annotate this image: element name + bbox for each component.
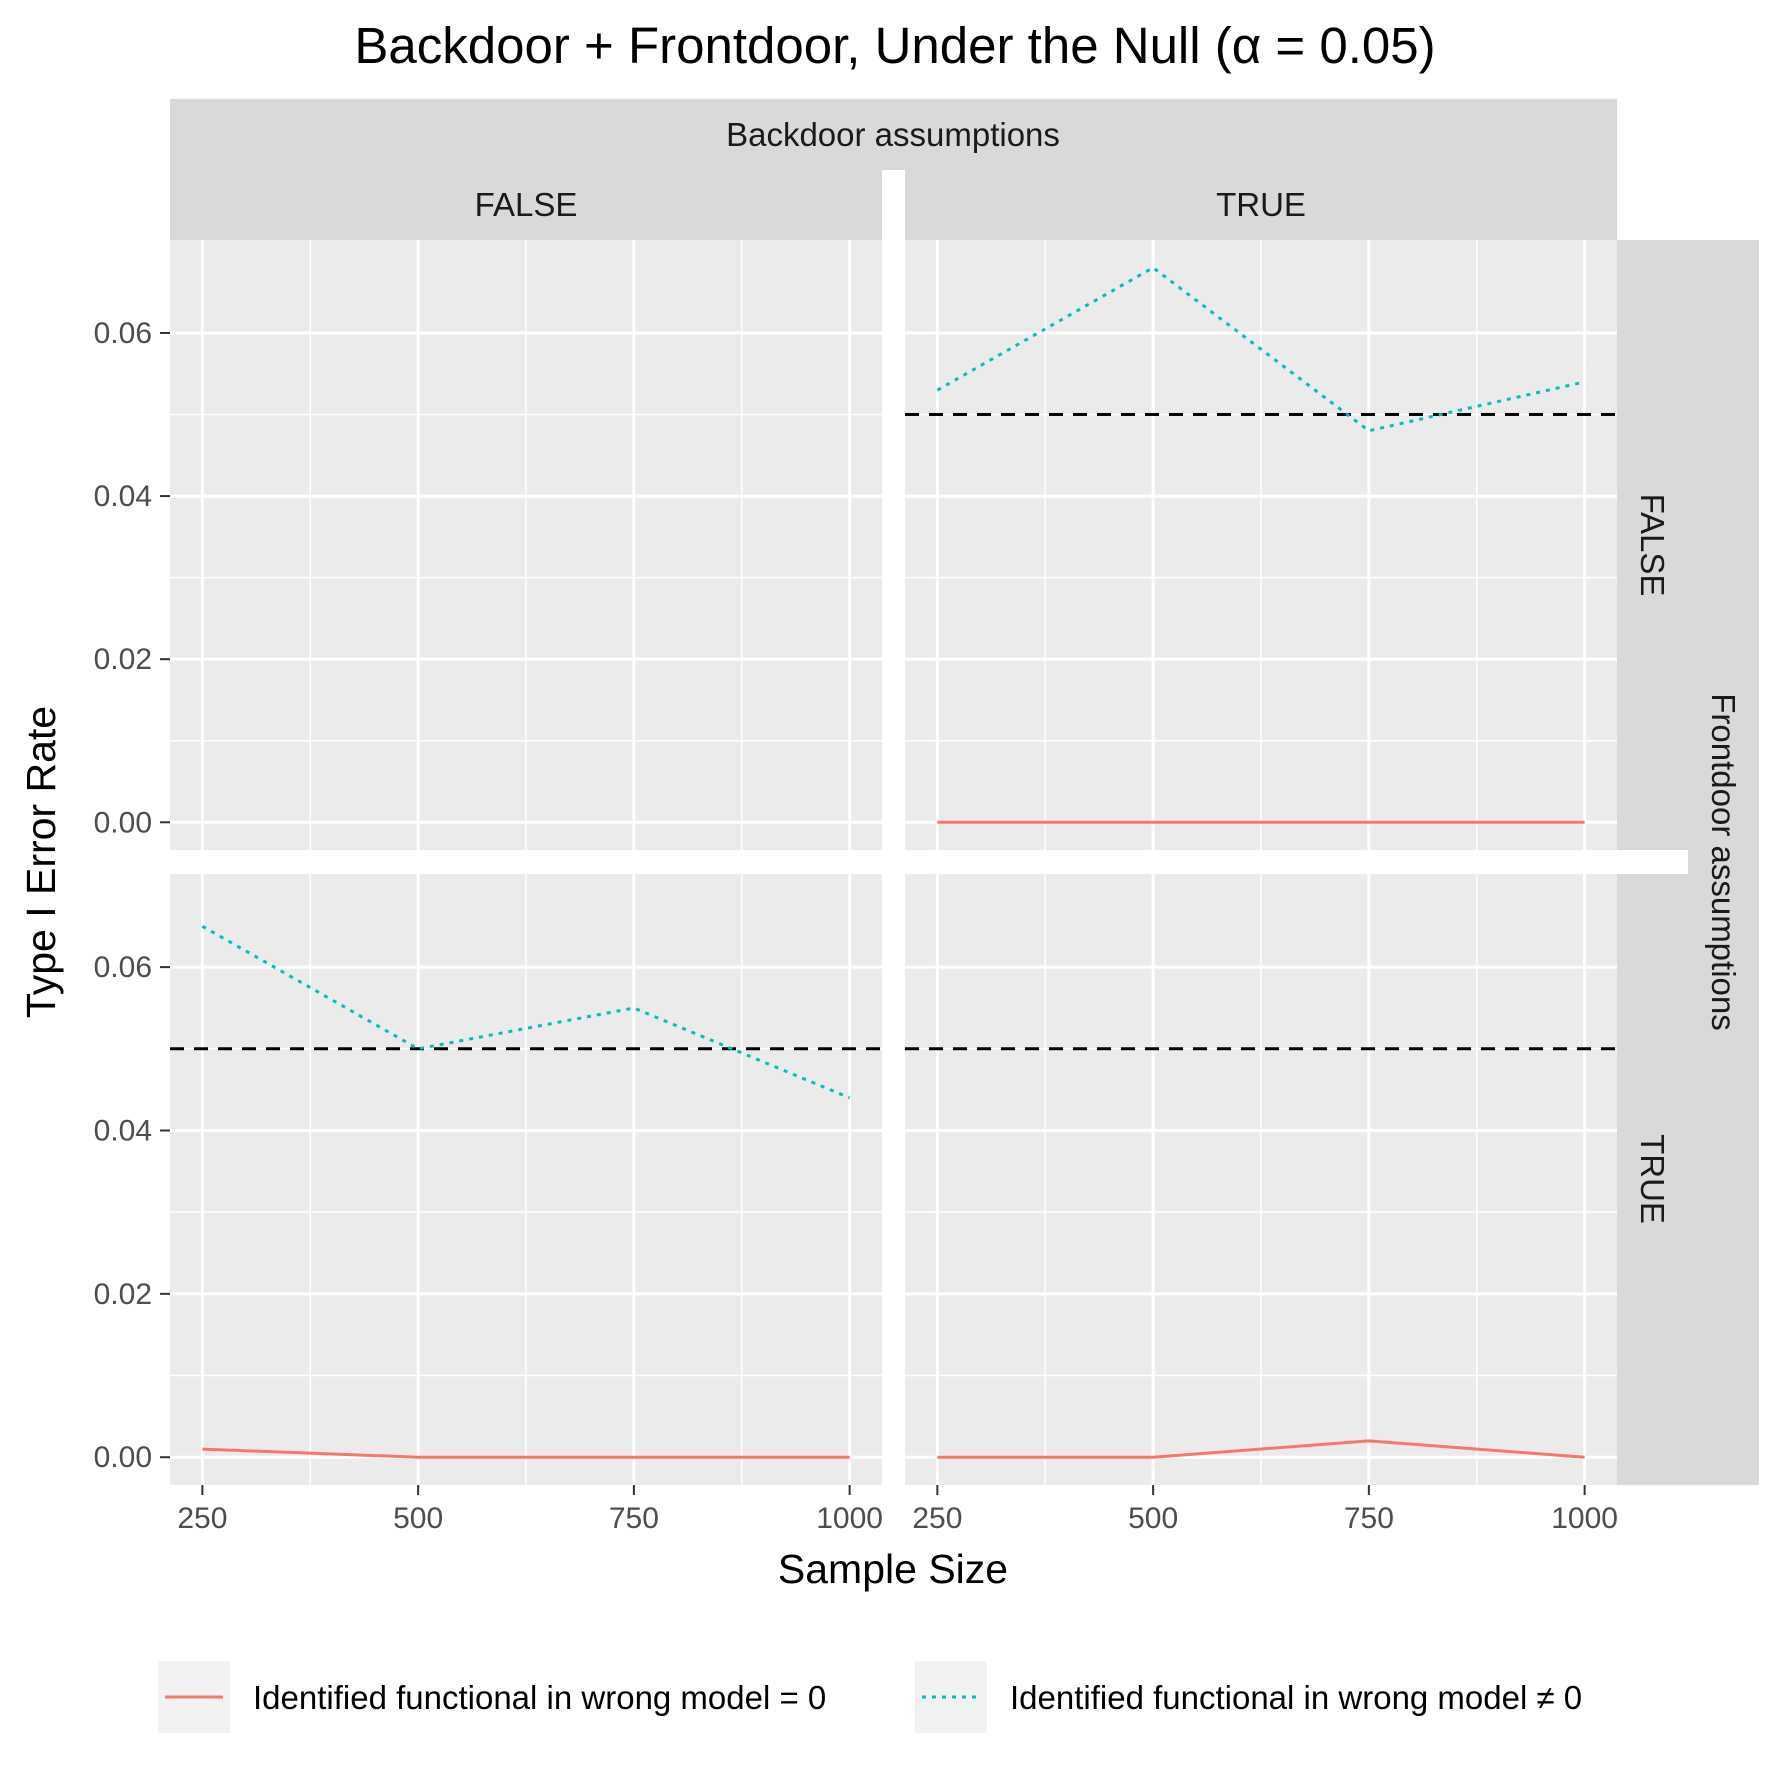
y-tick-label: 0.06 <box>94 317 152 350</box>
row-facet-title-strip <box>1688 240 1759 1485</box>
legend-label: Identified functional in wrong model ≠ 0 <box>1010 1679 1582 1716</box>
row-strip-true-label: TRUE <box>1634 1134 1671 1224</box>
col-strip-false <box>170 170 882 240</box>
legend-label: Identified functional in wrong model = 0 <box>253 1679 826 1716</box>
y-tick-label: 0.00 <box>94 806 152 839</box>
chart-title: Backdoor + Frontdoor, Under the Null (α … <box>354 17 1435 74</box>
y-tick-label: 0.02 <box>94 1278 152 1311</box>
panel-backdoor-true-frontdoor-false <box>905 240 1617 850</box>
row-strip-false-label: FALSE <box>1634 494 1671 597</box>
row-facet-title: Frontdoor assumptions <box>1705 693 1742 1031</box>
row-strip-true <box>1617 874 1688 1485</box>
panel-backdoor-false-frontdoor-true <box>170 874 882 1485</box>
y-tick-label: 0.04 <box>94 480 152 513</box>
col-facet-title: Backdoor assumptions <box>726 116 1060 153</box>
col-facet-title-strip <box>170 99 1617 170</box>
x-axis-ticks: 250 500 750 1000 250 500 750 1000 <box>177 1485 1618 1535</box>
col-strip-true-label: TRUE <box>1216 186 1306 223</box>
x-tick-label: 1000 <box>816 1502 883 1535</box>
series-line-a <box>937 1439 1585 1459</box>
x-tick-label: 250 <box>177 1502 227 1535</box>
y-tick-label: 0.00 <box>94 1441 152 1474</box>
series-line-a <box>202 1447 850 1459</box>
series-line-b <box>936 266 1585 433</box>
facet-panels <box>170 240 1617 1485</box>
col-strip-true <box>905 170 1617 240</box>
legend-item-b: Identified functional in wrong model ≠ 0 <box>915 1661 1582 1733</box>
y-axis-ticks: 0.00 0.02 0.04 0.06 0.00 0.02 0.04 0.06 <box>94 317 170 1474</box>
row-strip-false <box>1617 240 1688 850</box>
x-tick-label: 1000 <box>1551 1502 1618 1535</box>
y-tick-label: 0.06 <box>94 951 152 984</box>
panel-backdoor-true-frontdoor-true <box>905 874 1617 1485</box>
x-tick-label: 500 <box>1128 1502 1178 1535</box>
y-tick-label: 0.02 <box>94 643 152 676</box>
x-tick-label: 750 <box>609 1502 659 1535</box>
facet-strips: Backdoor assumptions FALSE TRUE FALSE TR… <box>170 99 1759 1485</box>
x-tick-label: 500 <box>393 1502 443 1535</box>
col-strip-false-label: FALSE <box>475 186 578 223</box>
y-axis-title: Type I Error Rate <box>18 706 64 1018</box>
legend: Identified functional in wrong model = 0… <box>158 1661 1582 1733</box>
x-tick-label: 250 <box>912 1502 962 1535</box>
panel-backdoor-false-frontdoor-false <box>170 240 882 850</box>
x-tick-label: 750 <box>1344 1502 1394 1535</box>
y-tick-label: 0.04 <box>94 1114 152 1147</box>
x-axis-title: Sample Size <box>778 1546 1008 1592</box>
legend-item-a: Identified functional in wrong model = 0 <box>158 1661 826 1733</box>
